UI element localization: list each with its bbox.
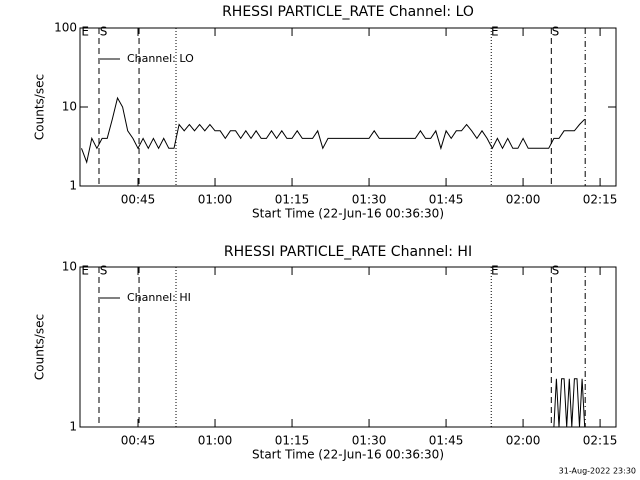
x-tick-label: 02:00 <box>506 193 541 207</box>
event-label: E <box>491 25 499 39</box>
x-tick-label: 01:00 <box>198 193 233 207</box>
x-tick-label: 00:45 <box>121 193 156 207</box>
chart-title: RHESSI PARTICLE_RATE Channel: LO <box>222 4 474 20</box>
event-label: S <box>100 264 108 278</box>
y-tick-label: 10 <box>62 260 77 274</box>
event-label: E <box>491 264 499 278</box>
y-tick-label: 1 <box>69 179 77 193</box>
y-axis-label: Counts/sec <box>33 74 47 140</box>
y-tick-label: 10 <box>62 100 77 114</box>
chart-title: RHESSI PARTICLE_RATE Channel: HI <box>224 244 472 260</box>
x-tick-label: 00:45 <box>121 434 156 448</box>
x-axis-label: Start Time (22-Jun-16 00:36:30) <box>252 448 444 462</box>
x-tick-label: 02:15 <box>583 193 618 207</box>
y-tick-label: 100 <box>54 21 77 35</box>
event-label: S <box>552 25 560 39</box>
footer-timestamp: 31-Aug-2022 23:30 <box>559 467 636 476</box>
x-tick-label: 01:45 <box>429 193 464 207</box>
x-tick-label: 01:15 <box>275 193 310 207</box>
x-tick-label: 02:00 <box>506 434 541 448</box>
data-line <box>81 96 586 164</box>
event-label: S <box>100 25 108 39</box>
x-tick-label: 01:15 <box>275 434 310 448</box>
x-axis-label: Start Time (22-Jun-16 00:36:30) <box>252 207 444 221</box>
event-label: S <box>552 264 560 278</box>
x-tick-label: 01:30 <box>352 434 387 448</box>
x-tick-label: 01:30 <box>352 193 387 207</box>
legend-label: Channel: LO <box>127 52 194 65</box>
legend-label: Channel: HI <box>127 291 191 304</box>
event-label: E <box>81 264 89 278</box>
x-tick-label: 01:00 <box>198 434 233 448</box>
x-tick-label: 02:15 <box>583 434 618 448</box>
y-axis-label: Counts/sec <box>33 314 47 380</box>
y-tick-label: 1 <box>69 420 77 434</box>
event-label: E <box>81 25 89 39</box>
x-tick-label: 01:45 <box>429 434 464 448</box>
data-line <box>553 378 586 428</box>
plot-frame <box>79 266 617 428</box>
